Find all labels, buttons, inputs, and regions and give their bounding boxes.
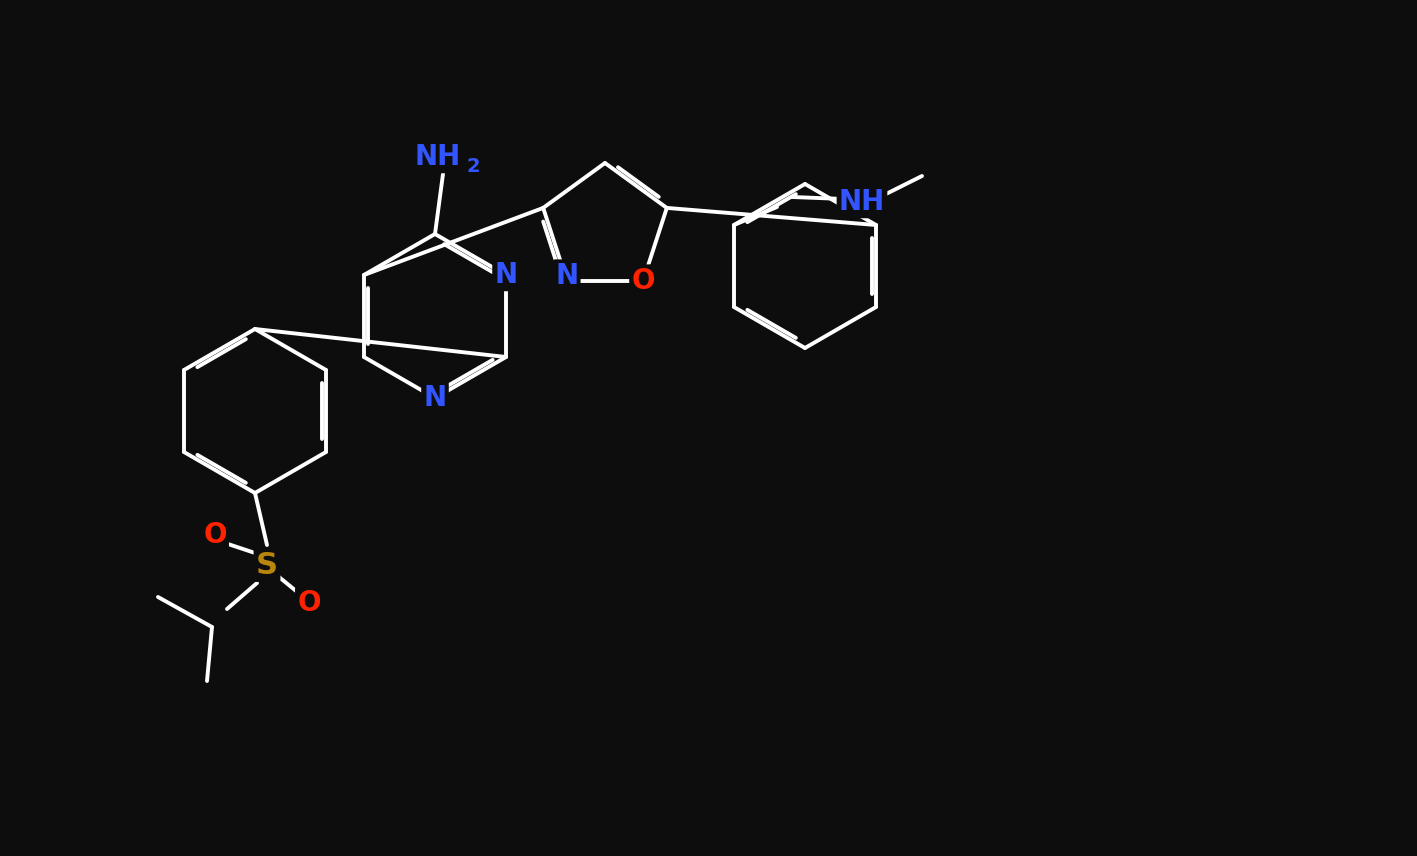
Text: N: N	[555, 262, 578, 289]
Text: NH: NH	[839, 188, 886, 216]
Text: O: O	[203, 521, 227, 549]
Text: O: O	[632, 266, 655, 294]
Text: O: O	[298, 589, 320, 617]
Text: N: N	[424, 384, 446, 412]
Text: S: S	[256, 550, 278, 580]
Text: 2: 2	[466, 158, 480, 176]
Text: N: N	[495, 261, 517, 289]
Text: NH: NH	[415, 143, 461, 171]
